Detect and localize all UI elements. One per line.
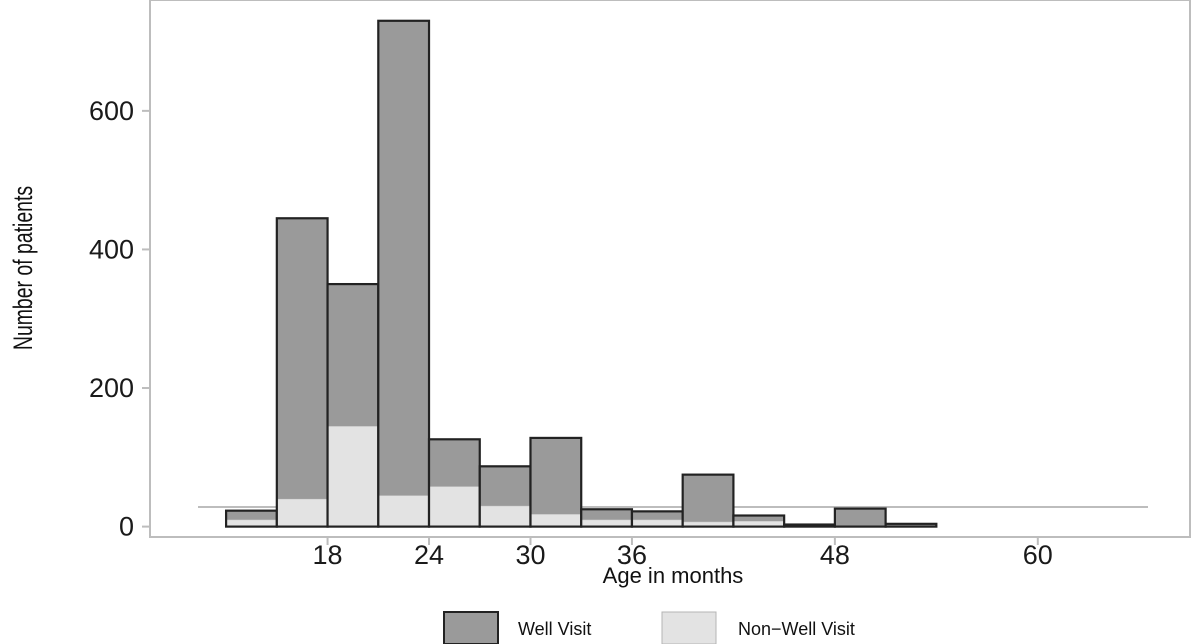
bar-outline <box>529 436 583 528</box>
x-tick-label: 48 <box>820 540 850 570</box>
bar-well-visit <box>327 284 379 427</box>
legend-label-non-well-visit: Non−Well Visit <box>738 619 855 639</box>
bar-well-visit <box>429 439 480 487</box>
x-axis: 18 24 30 36 48 60 <box>313 537 1053 570</box>
bar-well-visit <box>733 515 785 522</box>
y-tick-label: 400 <box>89 234 134 264</box>
x-tick-label: 24 <box>414 540 444 570</box>
bar-non-well-visit <box>529 513 582 528</box>
legend-item-non-well-visit: Non−Well Visit <box>661 611 855 644</box>
bars-group <box>224 19 938 528</box>
x-tick-label: 60 <box>1023 540 1053 570</box>
bar-outline <box>732 514 786 528</box>
y-axis-title: Number of patients <box>8 186 38 350</box>
bar-well-visit <box>479 466 531 506</box>
y-tick-label: 600 <box>89 96 134 126</box>
bar-outline <box>884 522 938 528</box>
legend-swatch-well-visit <box>443 611 499 644</box>
x-tick-label: 36 <box>617 540 647 570</box>
bar-outline <box>681 473 735 528</box>
bar-non-well-visit <box>377 494 430 528</box>
bar-well-visit <box>530 437 582 515</box>
bar-well-visit <box>682 474 734 522</box>
x-axis-title: Age in months <box>603 563 744 588</box>
bar-outline <box>783 523 836 528</box>
y-tick-label: 0 <box>119 512 134 542</box>
bar-non-well-visit <box>276 498 329 528</box>
bar-well-visit <box>226 510 277 520</box>
bar-non-well-visit <box>327 425 379 528</box>
legend: Well Visit Non−Well Visit <box>443 611 855 644</box>
x-tick-label: 30 <box>515 540 545 570</box>
y-tick-label: 200 <box>89 373 134 403</box>
bar-well-visit <box>631 511 683 520</box>
x-tick-label: 18 <box>313 540 343 570</box>
bar-outline <box>833 507 887 528</box>
bar-well-visit <box>276 218 328 499</box>
bar-well-visit <box>834 508 886 526</box>
bar-non-well-visit <box>479 505 531 528</box>
bar-well-visit <box>378 20 430 496</box>
bar-non-well-visit <box>428 485 481 528</box>
y-axis: 0 200 400 600 <box>89 96 150 542</box>
bar-well-visit <box>581 509 632 520</box>
legend-label-well-visit: Well Visit <box>518 619 591 639</box>
legend-item-well-visit: Well Visit <box>443 611 591 644</box>
bar-outline <box>377 19 431 528</box>
legend-swatch-non-well-visit <box>661 611 717 644</box>
